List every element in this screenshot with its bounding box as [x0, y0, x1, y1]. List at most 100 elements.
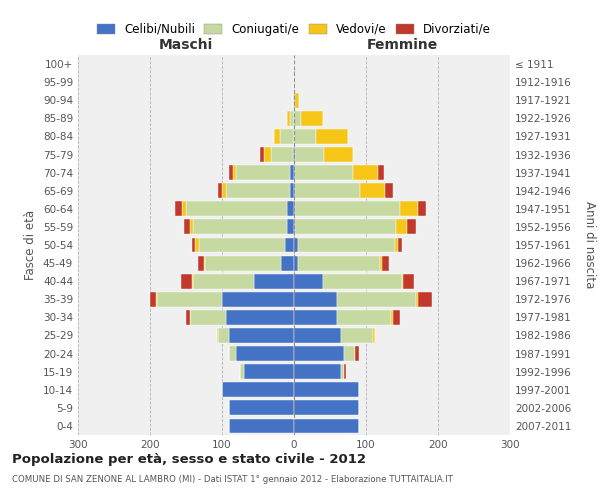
Bar	[204, 256, 205, 270]
Bar	[382, 256, 389, 270]
Bar	[226, 184, 290, 198]
Bar	[294, 292, 337, 306]
Bar	[295, 184, 360, 198]
Bar	[294, 238, 298, 252]
Bar	[293, 93, 294, 108]
Bar	[236, 165, 290, 180]
Y-axis label: Anni di nascita: Anni di nascita	[583, 202, 596, 288]
Bar	[280, 129, 294, 144]
Bar	[218, 328, 229, 343]
Bar	[184, 220, 190, 234]
Bar	[199, 238, 286, 252]
Bar	[244, 364, 294, 379]
Bar	[391, 310, 392, 325]
Bar	[298, 238, 395, 252]
Bar	[294, 400, 359, 415]
Bar	[193, 274, 254, 288]
Bar	[295, 220, 396, 234]
Bar	[360, 184, 385, 198]
Bar	[294, 202, 295, 216]
Bar	[341, 364, 344, 379]
Bar	[240, 364, 244, 379]
Bar	[181, 274, 192, 288]
Bar	[287, 111, 290, 126]
Bar	[396, 220, 407, 234]
Bar	[192, 238, 196, 252]
Bar	[157, 292, 222, 306]
Bar	[222, 382, 294, 397]
Bar	[190, 310, 226, 325]
Bar	[182, 202, 186, 216]
Legend: Celibi/Nubili, Coniugati/e, Vedovi/e, Divorziati/e: Celibi/Nubili, Coniugati/e, Vedovi/e, Di…	[97, 23, 491, 36]
Bar	[254, 274, 294, 288]
Bar	[229, 165, 233, 180]
Bar	[398, 238, 402, 252]
Bar	[294, 346, 344, 361]
Bar	[287, 220, 294, 234]
Text: Maschi: Maschi	[159, 38, 213, 52]
Bar	[186, 202, 287, 216]
Bar	[222, 292, 294, 306]
Bar	[294, 220, 295, 234]
Bar	[324, 147, 353, 162]
Bar	[294, 111, 301, 126]
Bar	[295, 165, 353, 180]
Bar	[205, 256, 281, 270]
Bar	[264, 147, 271, 162]
Bar	[294, 129, 316, 144]
Bar	[407, 220, 416, 234]
Bar	[229, 400, 294, 415]
Bar	[301, 111, 323, 126]
Bar	[402, 274, 403, 288]
Y-axis label: Fasce di età: Fasce di età	[25, 210, 37, 280]
Bar	[226, 310, 294, 325]
Bar	[353, 165, 378, 180]
Text: COMUNE DI SAN ZENONE AL LAMBRO (MI) - Dati ISTAT 1° gennaio 2012 - Elaborazione : COMUNE DI SAN ZENONE AL LAMBRO (MI) - Da…	[12, 475, 453, 484]
Bar	[290, 111, 294, 126]
Bar	[198, 256, 204, 270]
Bar	[271, 147, 293, 162]
Bar	[229, 328, 294, 343]
Bar	[294, 274, 323, 288]
Bar	[217, 328, 218, 343]
Bar	[192, 274, 193, 288]
Bar	[337, 292, 416, 306]
Bar	[290, 165, 294, 180]
Bar	[294, 256, 298, 270]
Bar	[236, 346, 294, 361]
Bar	[294, 74, 295, 90]
Bar	[229, 346, 236, 361]
Bar	[295, 202, 400, 216]
Bar	[287, 202, 294, 216]
Bar	[294, 328, 341, 343]
Bar	[323, 274, 402, 288]
Bar	[355, 346, 359, 361]
Bar	[316, 129, 348, 144]
Bar	[392, 310, 400, 325]
Bar	[222, 184, 226, 198]
Bar	[380, 256, 382, 270]
Bar	[190, 220, 193, 234]
Bar	[218, 184, 222, 198]
Bar	[196, 238, 199, 252]
Bar	[286, 238, 294, 252]
Bar	[274, 129, 280, 144]
Bar	[294, 418, 359, 434]
Bar	[403, 274, 414, 288]
Bar	[294, 165, 295, 180]
Bar	[385, 184, 392, 198]
Bar	[418, 292, 432, 306]
Bar	[294, 382, 359, 397]
Bar	[344, 346, 355, 361]
Bar	[378, 165, 384, 180]
Bar	[150, 292, 156, 306]
Bar	[294, 364, 341, 379]
Bar	[156, 292, 157, 306]
Bar	[344, 364, 346, 379]
Bar	[295, 147, 324, 162]
Text: Popolazione per età, sesso e stato civile - 2012: Popolazione per età, sesso e stato civil…	[12, 452, 366, 466]
Bar	[290, 184, 294, 198]
Bar	[294, 147, 295, 162]
Bar	[416, 292, 418, 306]
Bar	[337, 310, 391, 325]
